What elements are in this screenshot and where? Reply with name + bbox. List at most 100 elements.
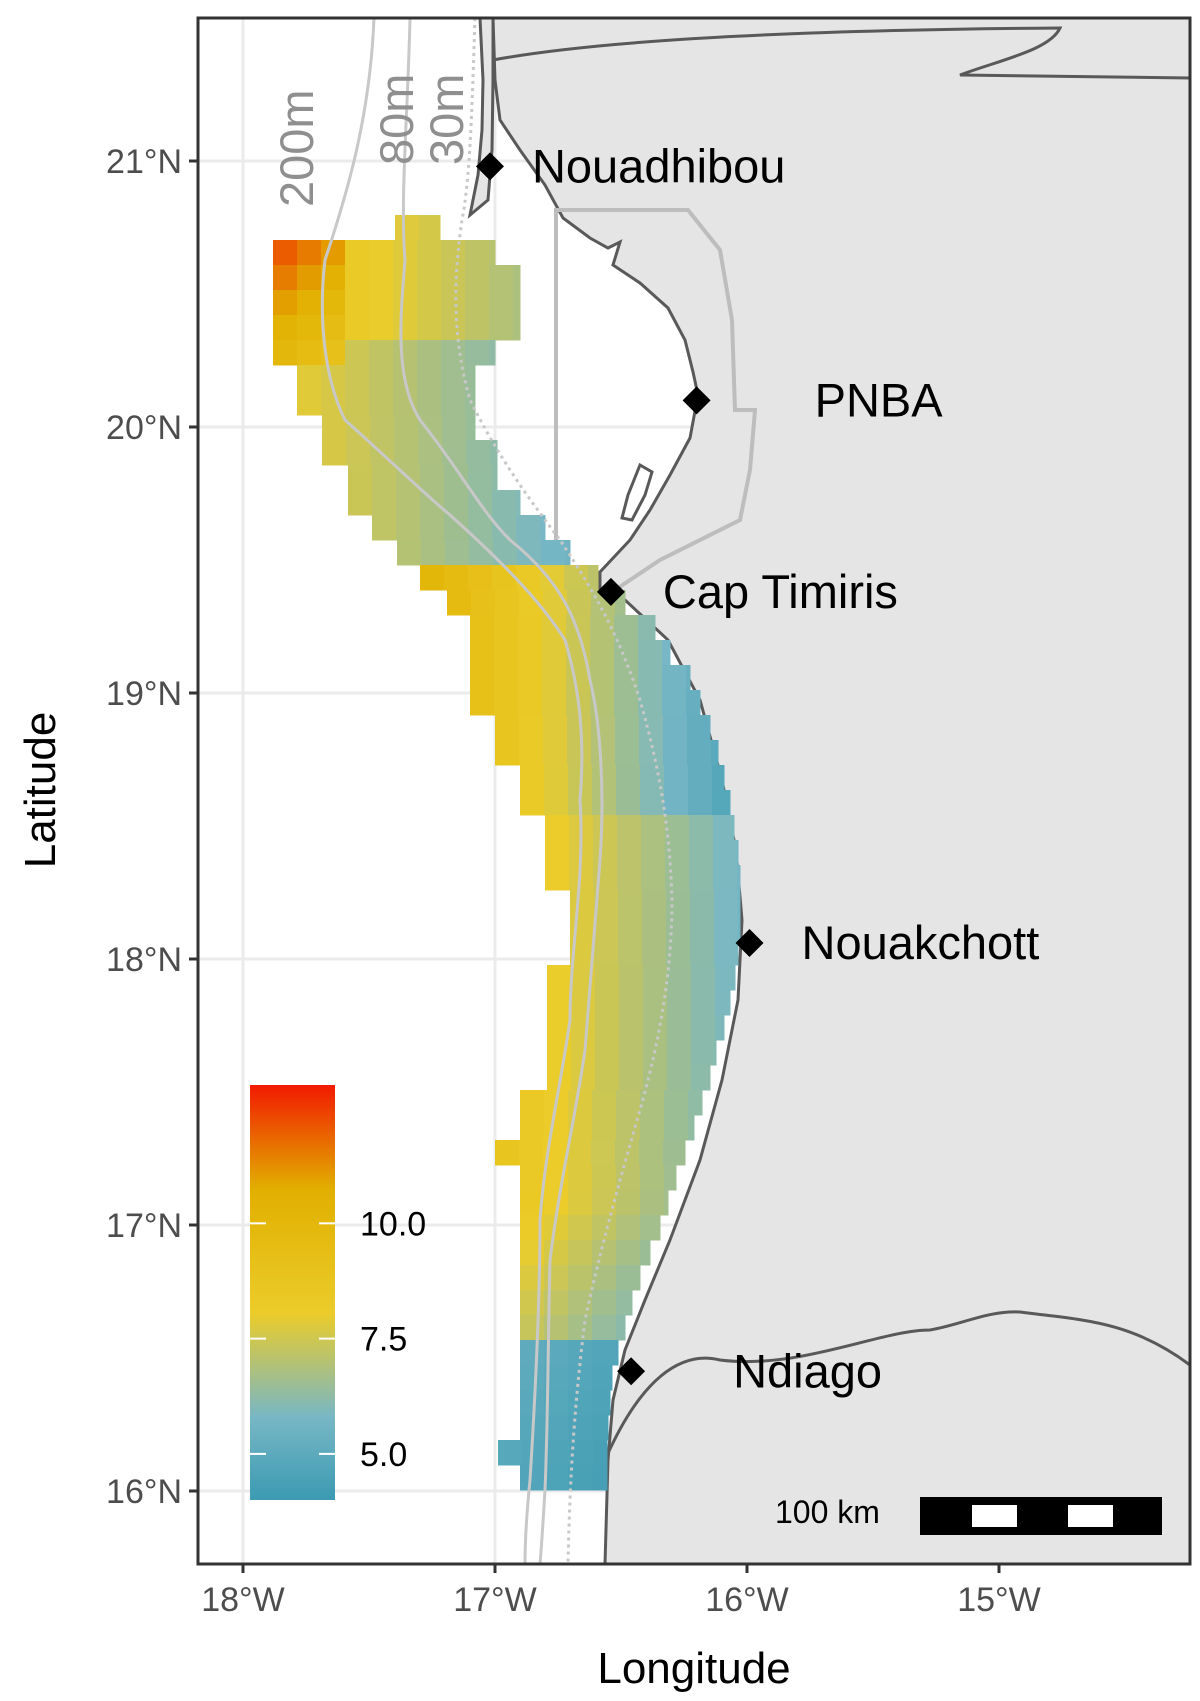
heat-cell <box>444 490 469 516</box>
heat-cell <box>369 265 394 291</box>
heat-cell <box>470 690 495 716</box>
heat-cell <box>297 265 322 291</box>
heat-cell <box>397 540 422 566</box>
heat-cell <box>592 790 617 816</box>
heat-cell <box>393 340 418 366</box>
heat-cell <box>691 990 716 1016</box>
heat-cell <box>643 965 668 991</box>
heat-cell <box>393 390 418 416</box>
heat-cell <box>664 790 689 816</box>
heat-cell <box>369 290 394 316</box>
heat-cell <box>297 390 322 416</box>
heat-cell <box>737 840 739 866</box>
heat-cell <box>640 1190 665 1216</box>
x-tick-label-0: 18°W <box>201 1581 285 1619</box>
heat-cell <box>592 1240 617 1266</box>
heat-cell <box>520 1365 545 1391</box>
heat-cell <box>545 865 570 891</box>
heat-cell <box>640 1115 665 1141</box>
heat-cell <box>618 915 643 941</box>
heat-cell <box>542 665 567 691</box>
heat-cell <box>441 290 466 316</box>
heat-cell <box>641 815 666 841</box>
heat-cell <box>470 640 495 666</box>
place-marker-1 <box>682 386 711 415</box>
heat-cell <box>513 290 521 316</box>
legend-ticks: 10.0 7.5 5.0 <box>250 1205 426 1474</box>
heat-cell <box>345 315 370 341</box>
heat-cell <box>417 365 442 391</box>
heat-cell <box>615 740 640 766</box>
scale-bar-segment-2 <box>1068 1505 1113 1527</box>
heat-cell <box>642 890 667 916</box>
heat-cell <box>441 265 466 291</box>
heat-cell <box>545 840 570 866</box>
scale-bar-frame <box>920 1497 1162 1535</box>
heat-cell <box>273 315 298 341</box>
heat-cell <box>540 515 546 541</box>
heat-cell <box>639 1140 664 1166</box>
heat-cell <box>447 590 472 616</box>
heat-cell <box>345 290 370 316</box>
heat-cell <box>641 865 666 891</box>
heat-cell <box>642 940 667 966</box>
heat-cell <box>591 740 616 766</box>
heat-cell <box>616 1165 641 1191</box>
heat-cell <box>520 1290 545 1316</box>
heat-cell <box>417 240 442 266</box>
heat-cell <box>640 1165 665 1191</box>
heat-cell <box>520 1115 545 1141</box>
heat-cell <box>619 965 644 991</box>
heat-cell <box>570 890 595 916</box>
heat-cell <box>568 1265 593 1291</box>
heat-cell <box>590 665 615 691</box>
heat-cell <box>592 1365 613 1391</box>
heat-cell <box>470 665 495 691</box>
heat-cell <box>543 740 568 766</box>
heat-cell <box>616 790 641 816</box>
heat-cell <box>495 1140 520 1166</box>
heat-cell <box>465 290 490 316</box>
heat-cell <box>616 1240 641 1266</box>
heat-cell <box>595 1015 620 1041</box>
heat-cell <box>592 1215 617 1241</box>
heat-cell <box>518 640 543 666</box>
heat-cell <box>465 365 476 391</box>
heat-cell <box>568 1090 593 1116</box>
panel-border <box>196 16 1192 1566</box>
axes: 18°W 17°W 16°W 15°W 21°N 20°N 19°N 18°N 17°N 16°N <box>106 143 1041 1619</box>
heat-cell <box>520 1465 545 1491</box>
heat-cell <box>466 415 476 441</box>
heat-cell <box>345 365 370 391</box>
heat-cell <box>616 1265 641 1291</box>
heat-cell <box>568 1390 593 1416</box>
heat-cell <box>642 915 667 941</box>
isobath-80m <box>399 18 604 1564</box>
heat-cell <box>273 265 298 291</box>
heat-cell <box>442 415 467 441</box>
heat-cell <box>568 1165 593 1191</box>
heat-cell <box>273 340 298 366</box>
heat-cell <box>494 665 519 691</box>
heat-cell <box>518 665 543 691</box>
heat-cell <box>615 590 626 616</box>
heat-cell <box>345 240 370 266</box>
heat-cell <box>667 1015 692 1041</box>
heat-cell <box>345 265 370 291</box>
heat-cell <box>619 990 644 1016</box>
heat-cell <box>616 1315 626 1341</box>
heat-cell <box>618 890 643 916</box>
heat-cell <box>441 390 466 416</box>
heat-cell <box>665 865 690 891</box>
heat-cell <box>662 665 687 691</box>
heat-cell <box>465 340 490 366</box>
heat-cell <box>643 1015 668 1041</box>
heat-cell <box>544 1465 569 1491</box>
heat-cell <box>617 815 642 841</box>
heat-cell <box>520 765 545 791</box>
place-label-3: Nouakchott <box>802 916 1040 969</box>
heat-cell <box>369 365 394 391</box>
heat-cell <box>466 440 491 466</box>
heat-cell <box>595 965 620 991</box>
